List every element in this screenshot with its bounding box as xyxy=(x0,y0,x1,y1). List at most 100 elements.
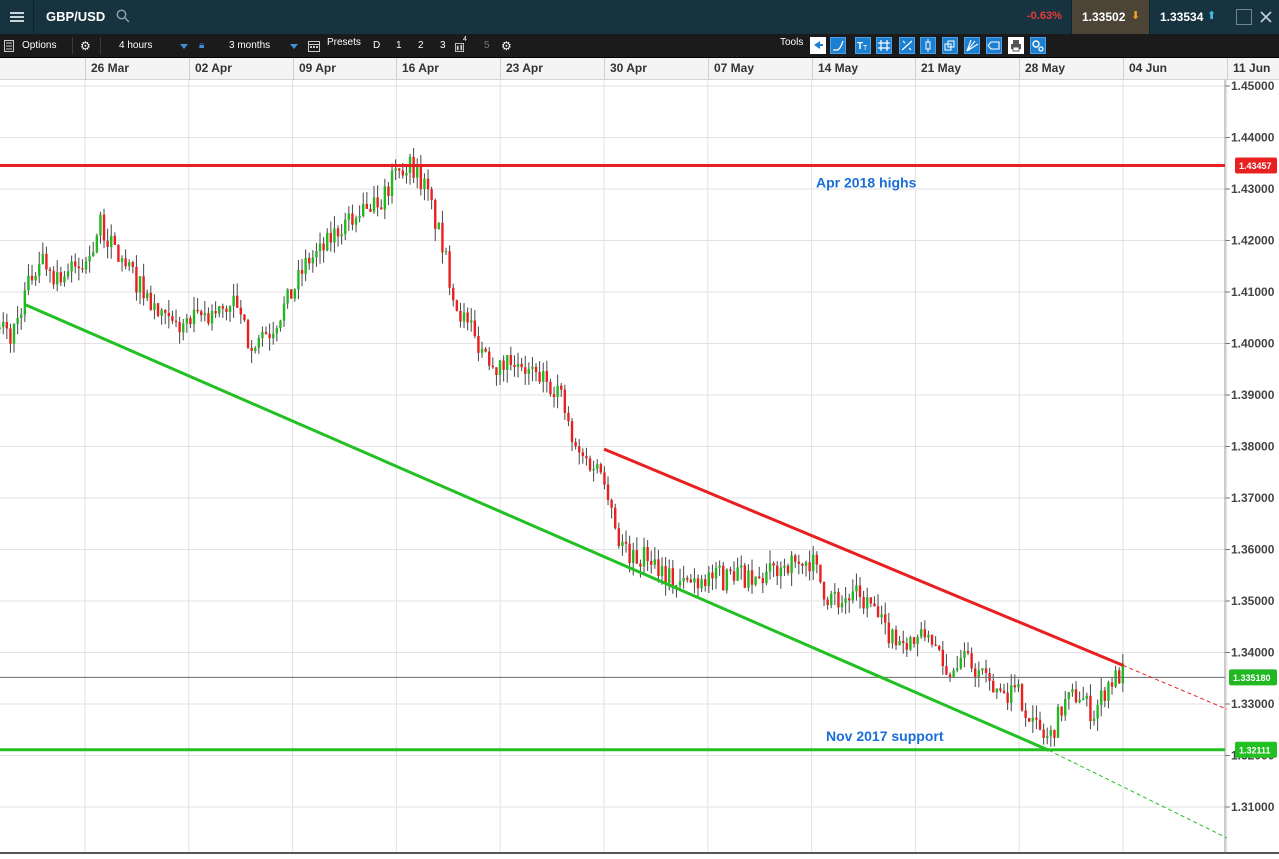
candle-body xyxy=(452,287,455,301)
candle-body xyxy=(884,614,887,623)
candle-body xyxy=(48,269,52,271)
candle-body xyxy=(534,366,538,373)
options-icon[interactable] xyxy=(4,40,14,52)
candle-body xyxy=(56,272,59,285)
price-tick-label: 1.43000 xyxy=(1231,182,1275,196)
candle-body xyxy=(830,593,833,606)
date-label: 09 Apr xyxy=(299,61,336,75)
candle-body xyxy=(1064,698,1067,716)
current-price-label: 1.335180 xyxy=(1233,673,1271,683)
candle-body xyxy=(282,303,286,321)
resistance-trendline[interactable] xyxy=(603,447,1124,667)
buy-price: 1.33534 xyxy=(1160,10,1204,24)
interval-select[interactable]: 4 hours xyxy=(102,34,194,57)
shape-tool-icon[interactable] xyxy=(986,37,1002,54)
date-separator xyxy=(1019,58,1020,80)
candle-body xyxy=(783,565,786,568)
gear-icon[interactable]: ⚙ xyxy=(80,38,91,53)
date-separator xyxy=(604,58,605,80)
support-trendline[interactable] xyxy=(25,303,1050,752)
settings-tool-icon[interactable] xyxy=(1030,37,1046,54)
grid-tool-icon[interactable] xyxy=(876,37,892,54)
preset-3-button[interactable]: 3 xyxy=(440,40,446,51)
sell-button[interactable]: 1.33502 ⬇ xyxy=(1071,0,1149,34)
candle-body xyxy=(1024,710,1027,718)
fib-tool-icon[interactable] xyxy=(899,37,915,54)
candle-body xyxy=(761,578,765,584)
candle-body xyxy=(934,644,937,646)
candle-body xyxy=(995,688,999,693)
date-label: 30 Apr xyxy=(610,61,647,75)
print-icon[interactable] xyxy=(1008,37,1024,54)
candle-body xyxy=(189,318,192,325)
candle-body xyxy=(297,270,300,290)
date-axis: 26 Mar 02 Apr 09 Apr 16 Apr 23 Apr 30 Apr 07 M… xyxy=(0,58,1279,80)
presets-label: Presets xyxy=(327,37,361,48)
chart-canvas[interactable]: 1.45000 1.44000 1.43000 1.42000 1.41000 1.400… xyxy=(0,79,1279,854)
options-button[interactable]: Options xyxy=(22,40,57,51)
candle-body xyxy=(956,668,959,671)
candle-body xyxy=(261,331,264,339)
candle-body xyxy=(750,570,754,585)
calendar-icon[interactable] xyxy=(308,40,320,52)
price-chart[interactable]: 1.45000 1.44000 1.43000 1.42000 1.41000 1.400… xyxy=(0,79,1279,854)
range-select[interactable]: 3 months xyxy=(214,34,302,57)
candle-body xyxy=(574,442,577,447)
candle-body xyxy=(668,568,671,584)
candle-body xyxy=(318,243,322,252)
candle-body xyxy=(322,243,325,251)
candle-body xyxy=(707,572,711,587)
candle-body xyxy=(434,200,437,229)
price-tick-label: 1.39000 xyxy=(1231,388,1275,402)
down-arrow-icon: ⬇ xyxy=(1131,10,1141,22)
candle-body xyxy=(570,421,574,443)
candle-body xyxy=(30,275,34,281)
candle-body xyxy=(974,668,977,677)
candle-body xyxy=(308,257,311,264)
preset-d-button[interactable]: D xyxy=(373,40,381,51)
date-label: 04 Jun xyxy=(1129,61,1168,75)
cursor-icon[interactable] xyxy=(810,37,826,54)
lock-icon[interactable]: 🔒︎ xyxy=(199,40,205,51)
price-tick-label: 1.45000 xyxy=(1231,80,1275,93)
preset-2-button[interactable]: 2 xyxy=(418,40,424,51)
candle-tool-icon[interactable] xyxy=(920,37,936,54)
symbol-title[interactable]: GBP/USD xyxy=(46,9,106,24)
date-separator xyxy=(915,58,916,80)
candle-body xyxy=(383,186,387,210)
candle-body xyxy=(12,323,16,344)
candle-body xyxy=(527,368,531,374)
candle-body xyxy=(1013,685,1017,688)
candle-body xyxy=(488,351,491,366)
candle-body xyxy=(840,602,844,608)
candle-body xyxy=(686,577,689,580)
candle-body xyxy=(311,257,315,264)
buy-button[interactable]: 1.33534 ⬆ xyxy=(1149,0,1227,34)
candle-body xyxy=(599,464,603,473)
candle-body xyxy=(196,309,199,312)
candle-body xyxy=(1082,698,1085,701)
preset-5-button[interactable]: 5 xyxy=(484,40,490,51)
candle-body xyxy=(27,275,30,291)
maximize-icon[interactable] xyxy=(1236,9,1252,25)
chart-type-icon[interactable] xyxy=(455,43,464,52)
layers-tool-icon[interactable] xyxy=(942,37,958,54)
candle-body xyxy=(228,306,232,312)
settings-icon[interactable]: ⚙ xyxy=(501,38,512,53)
candle-body xyxy=(722,565,725,591)
line-tool-icon[interactable] xyxy=(830,37,846,54)
level-price-label: 1.43457 xyxy=(1239,161,1272,171)
candle-body xyxy=(819,564,822,583)
candle-body xyxy=(257,338,261,348)
preset-1-button[interactable]: 1 xyxy=(396,40,402,51)
candle-body xyxy=(977,670,981,677)
preset-4-button[interactable]: 4 xyxy=(463,36,467,43)
close-icon[interactable] xyxy=(1259,10,1273,24)
menu-icon[interactable] xyxy=(0,0,34,34)
up-arrow-icon: ⬆ xyxy=(1207,10,1217,22)
search-icon[interactable] xyxy=(116,9,130,23)
candle-body xyxy=(592,468,595,471)
fan-tool-icon[interactable] xyxy=(964,37,980,54)
candle-body xyxy=(912,637,916,644)
